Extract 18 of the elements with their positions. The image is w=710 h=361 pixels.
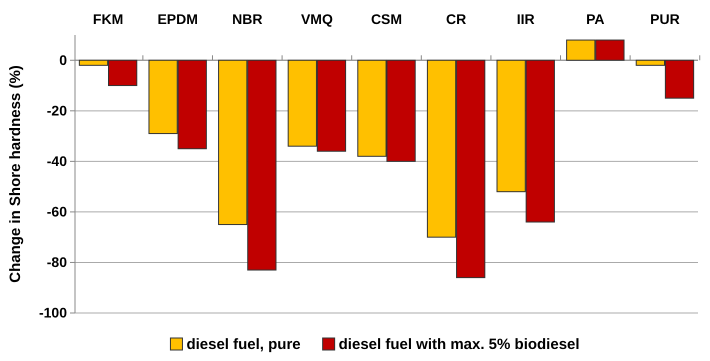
legend-label: diesel fuel with max. 5% biodiesel <box>338 336 580 353</box>
x-tick-label: PUR <box>650 11 680 27</box>
y-tick-label: -60 <box>46 203 68 220</box>
x-tick-label: EPDM <box>157 11 198 27</box>
y-axis-title: Change in Shore hardness (%) <box>7 65 24 283</box>
x-tick-label: IIR <box>516 11 535 27</box>
y-tick-label: -80 <box>46 254 68 270</box>
x-tick-label: NBR <box>232 11 262 27</box>
x-tick-label: CR <box>446 11 466 27</box>
y-tick-label: -40 <box>46 152 68 169</box>
legend-label: diesel fuel, pure <box>186 336 301 353</box>
x-tick-label: VMQ <box>300 11 333 27</box>
y-tick-label: 0 <box>59 52 68 68</box>
y-tick-label: -20 <box>46 102 68 118</box>
y-tick-label: -100 <box>38 304 68 320</box>
x-tick-label: CSM <box>370 11 402 27</box>
x-tick-label: PA <box>586 11 605 27</box>
x-tick-label: FKM <box>92 11 124 27</box>
